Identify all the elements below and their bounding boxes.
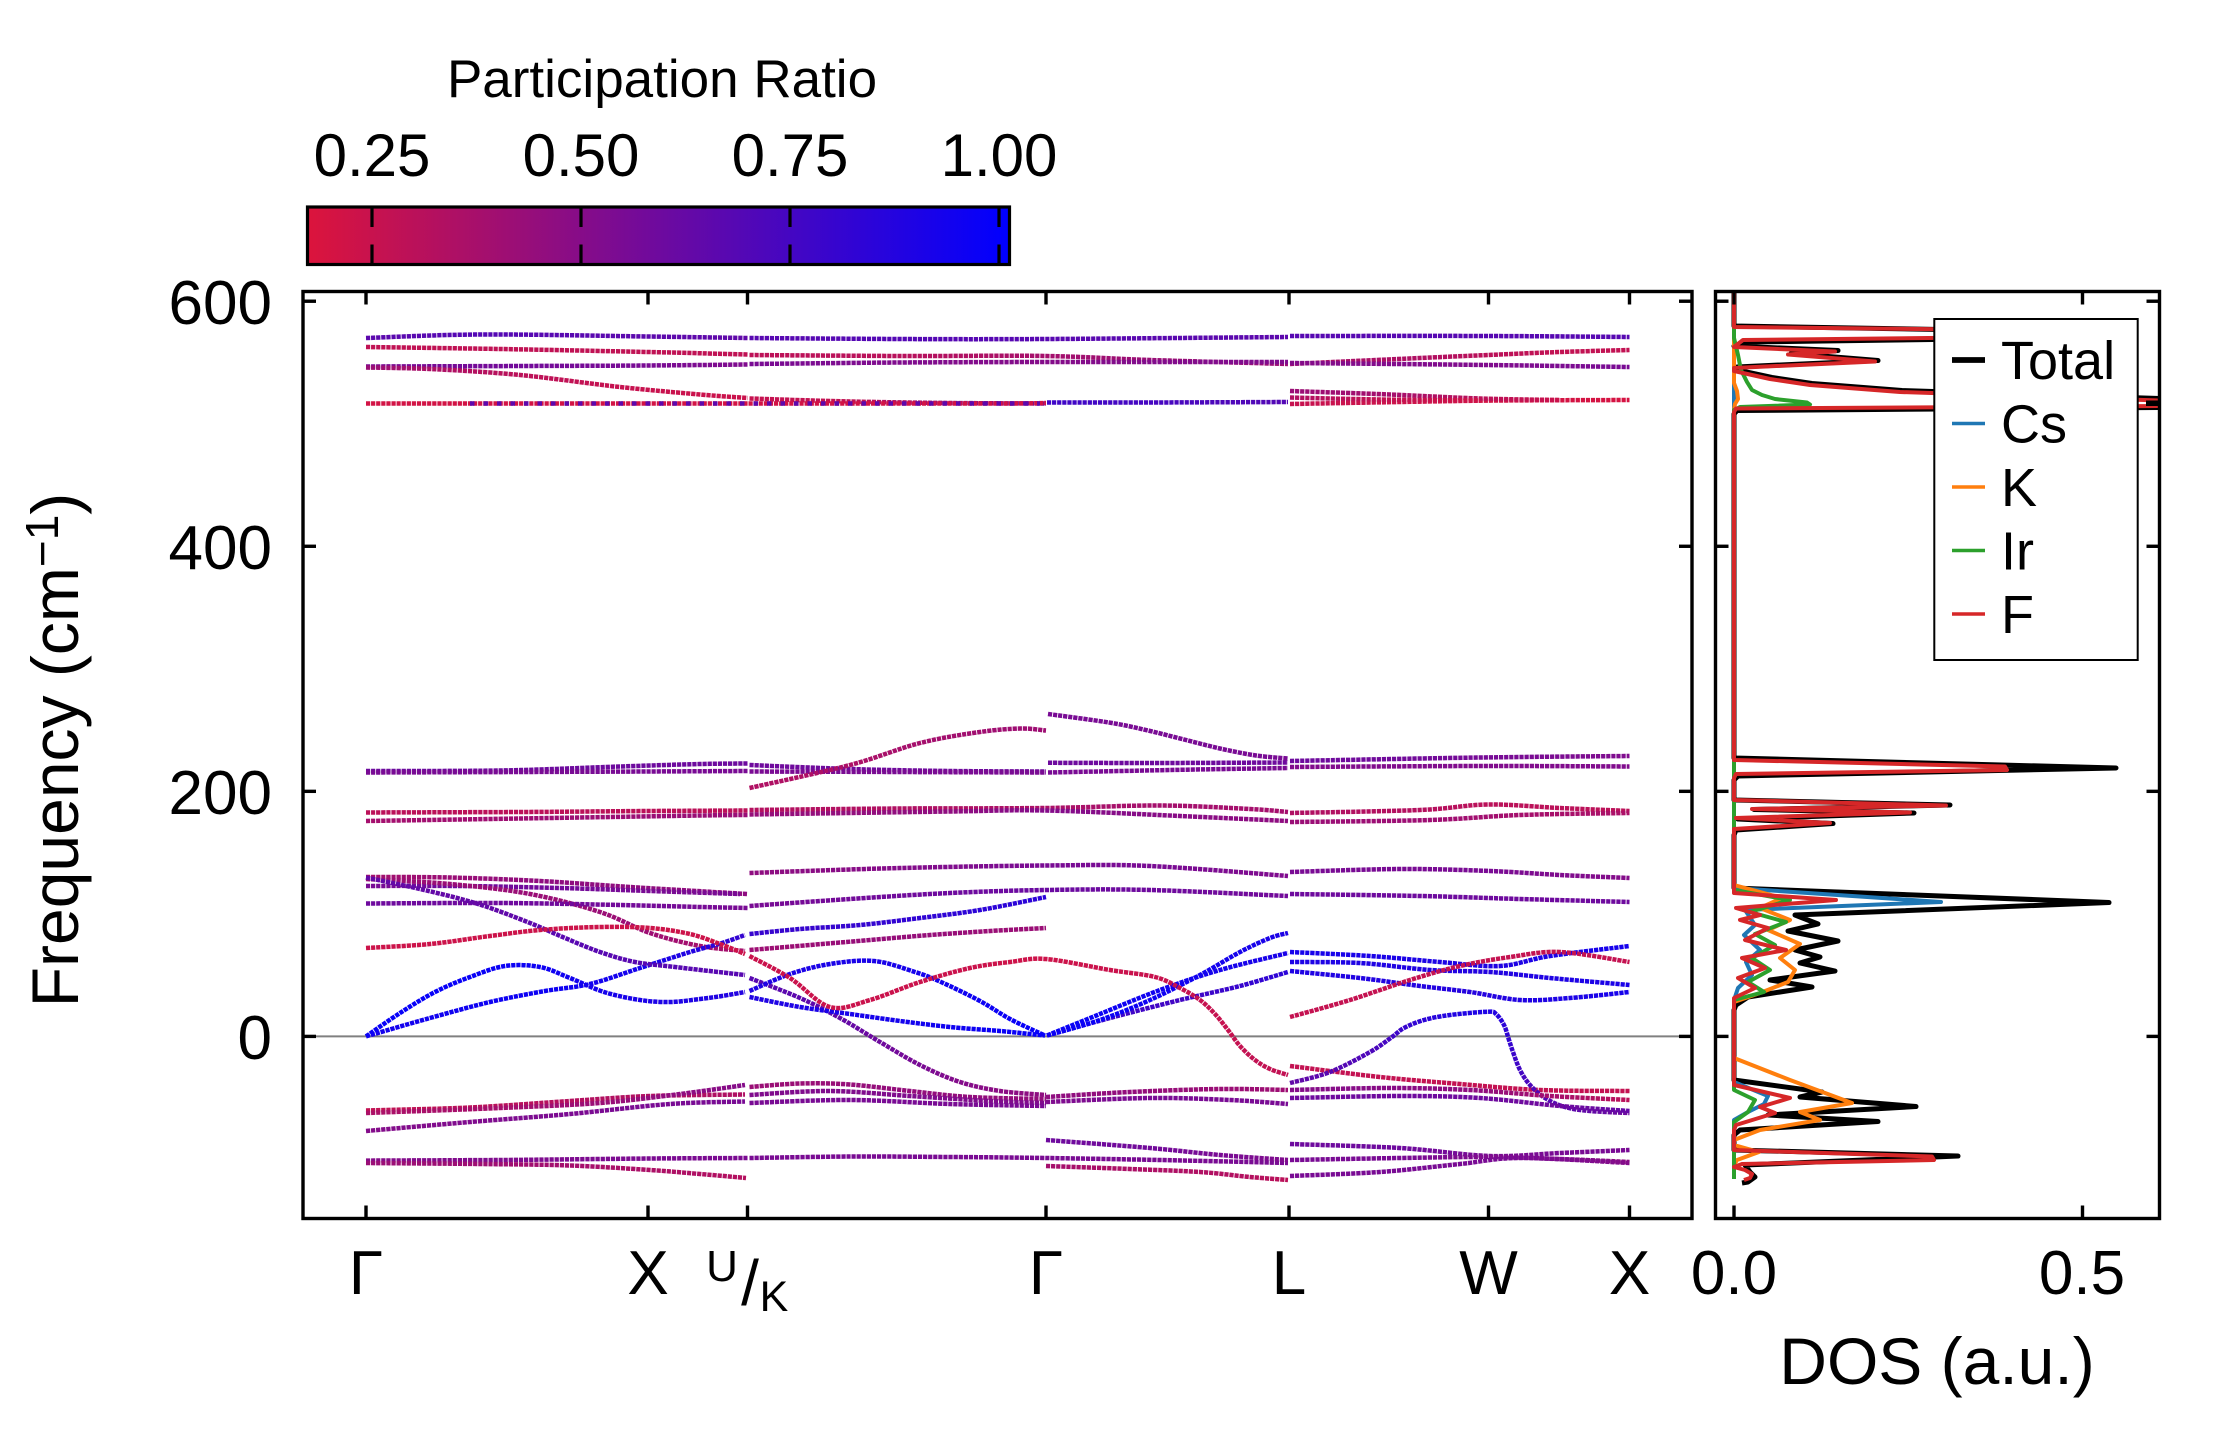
svg-text:Total: Total [2001, 331, 2115, 391]
svg-text:0.5: 0.5 [2039, 1239, 2125, 1308]
svg-text:F: F [2001, 585, 2034, 645]
svg-text:K: K [760, 1273, 789, 1321]
svg-text:Participation Ratio: Participation Ratio [447, 50, 877, 109]
svg-text:DOS (a.u.): DOS (a.u.) [1779, 1324, 2094, 1398]
svg-text:X: X [1609, 1239, 1650, 1308]
svg-text:0.75: 0.75 [732, 122, 849, 189]
svg-text:200: 200 [169, 759, 272, 828]
svg-text:X: X [627, 1239, 668, 1308]
svg-text:Γ: Γ [349, 1239, 383, 1308]
svg-text:Frequency (cm−1): Frequency (cm−1) [16, 493, 92, 1008]
svg-text:L: L [1272, 1239, 1306, 1308]
svg-text:400: 400 [169, 514, 272, 583]
svg-text:600: 600 [169, 269, 272, 338]
svg-text:0.25: 0.25 [314, 122, 431, 189]
svg-text:Ir: Ir [2001, 522, 2034, 582]
svg-text:W: W [1459, 1239, 1518, 1308]
svg-text:/: / [741, 1247, 759, 1319]
svg-text:1.00: 1.00 [941, 122, 1058, 189]
svg-text:K: K [2001, 458, 2037, 518]
svg-text:Γ: Γ [1029, 1239, 1063, 1308]
svg-text:0: 0 [238, 1004, 272, 1073]
svg-text:Cs: Cs [2001, 395, 2067, 455]
svg-text:0.50: 0.50 [523, 122, 640, 189]
svg-text:U: U [706, 1242, 738, 1291]
svg-text:0.0: 0.0 [1691, 1239, 1777, 1308]
